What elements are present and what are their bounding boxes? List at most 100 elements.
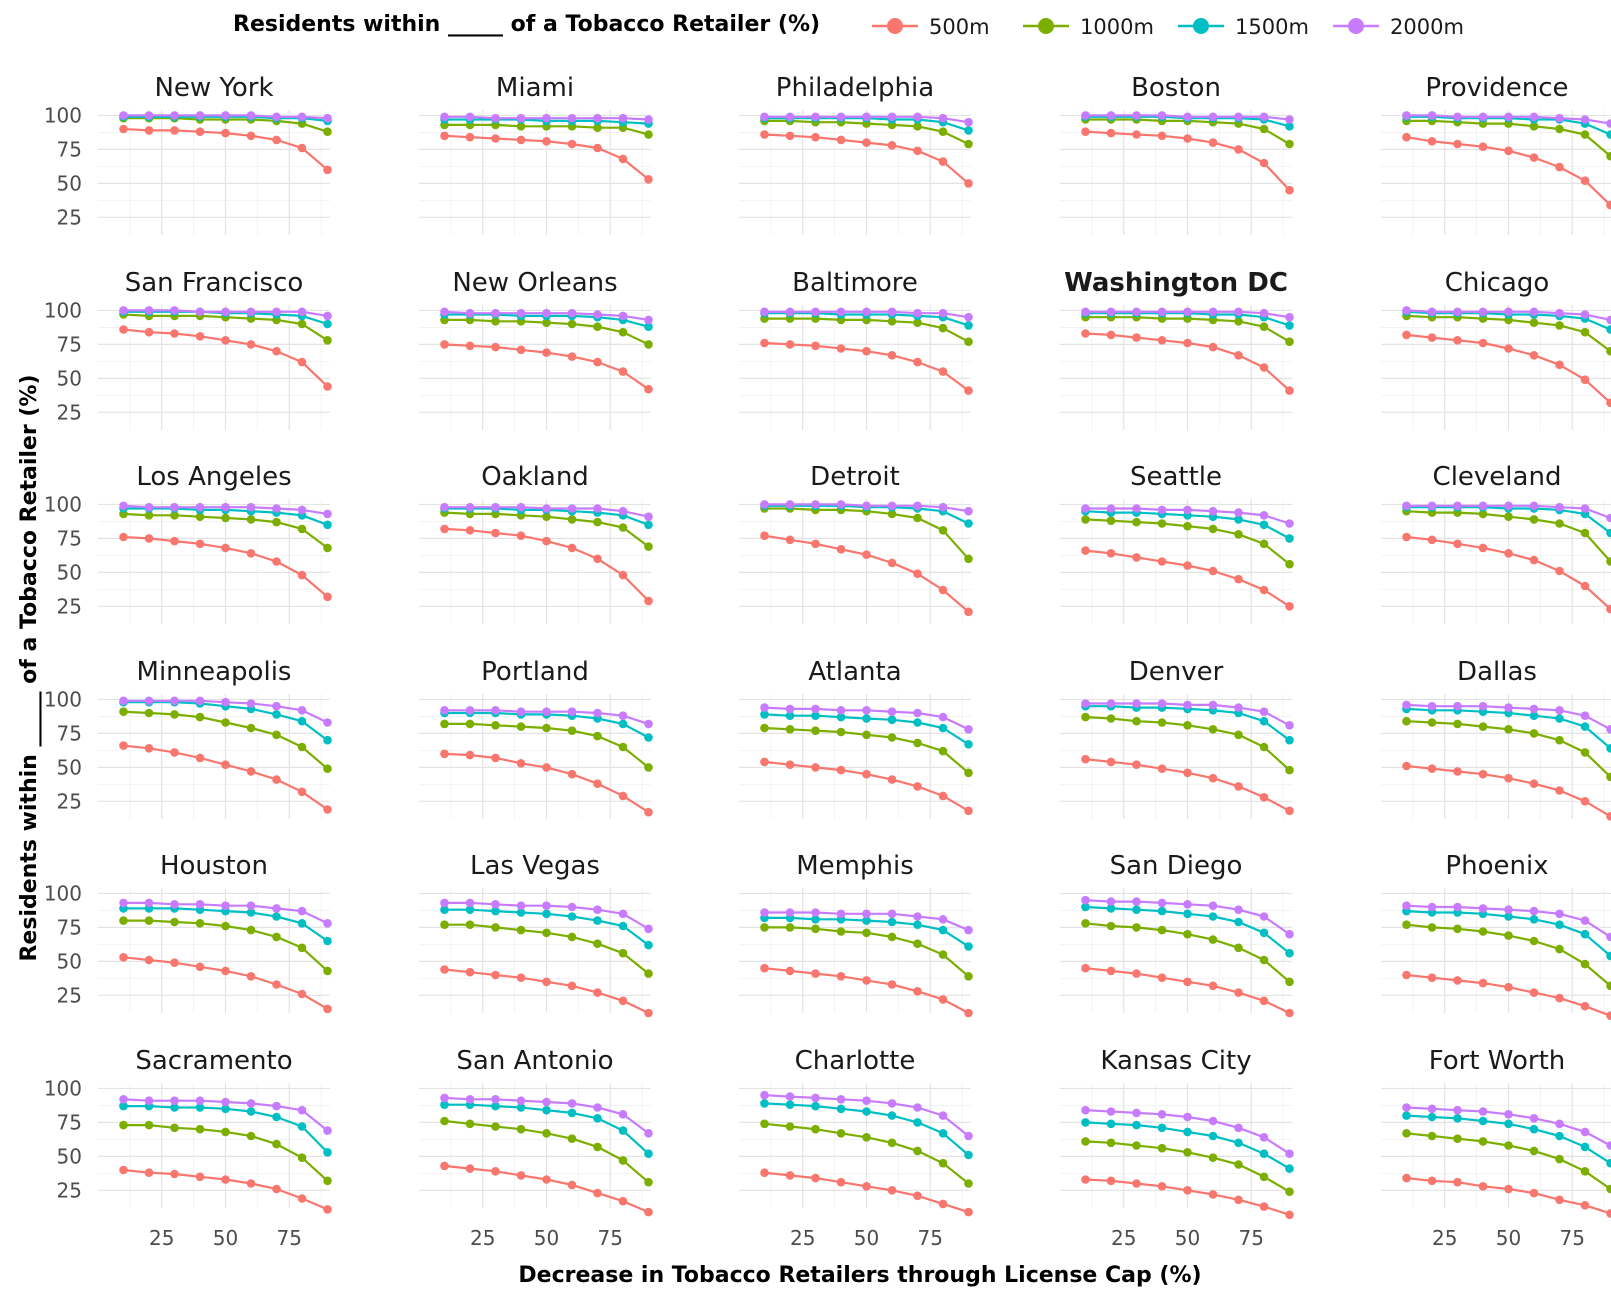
data-point [542, 901, 551, 910]
data-point [1580, 929, 1590, 939]
data-point [170, 536, 179, 546]
data-point [785, 725, 795, 734]
data-point [1234, 917, 1243, 927]
data-point [542, 1175, 551, 1184]
data-point [938, 526, 948, 535]
panel-title: Chicago [1445, 268, 1550, 298]
data-point [1259, 520, 1269, 530]
y-tick-label: 25 [57, 789, 82, 813]
data-point [1183, 1127, 1192, 1137]
series-2000m [440, 706, 653, 729]
y-tick-label: 25 [57, 1178, 82, 1202]
data-point [1208, 912, 1218, 921]
data-point [938, 1129, 948, 1138]
panel-philadelphia: Philadelphia [739, 73, 973, 235]
data-point [1478, 142, 1488, 151]
data-point [1555, 735, 1564, 745]
series-500m [440, 749, 653, 817]
panel-houston: Houston 25 50 75 100 [44, 851, 332, 1014]
panel-baltimore: Baltimore [739, 268, 973, 430]
data-point [1106, 1119, 1116, 1129]
series-1000m [760, 1119, 973, 1188]
data-point [618, 367, 628, 376]
data-point [593, 939, 602, 948]
series-1000m [119, 1120, 332, 1186]
data-point [644, 1149, 653, 1158]
y-tick-label: 75 [57, 526, 82, 550]
data-point [862, 1107, 871, 1116]
data-point [491, 906, 500, 916]
data-point [618, 791, 628, 801]
data-point [1081, 1137, 1090, 1146]
series-1500m [440, 905, 653, 950]
data-point [144, 502, 154, 512]
panel-title: Fort Worth [1429, 1046, 1566, 1076]
data-point [1504, 549, 1513, 558]
data-point [1478, 701, 1488, 711]
panel-seattle: Seattle [1060, 462, 1294, 624]
data-point [1427, 764, 1437, 773]
data-point [440, 1161, 449, 1171]
data-point [1081, 111, 1090, 120]
data-point [1555, 706, 1564, 715]
data-point [144, 126, 154, 135]
data-point [618, 570, 628, 580]
data-point [1234, 112, 1243, 122]
data-point [465, 132, 475, 142]
legend: Residents within _____ of a Tobacco Reta… [233, 12, 1464, 39]
data-point [1427, 902, 1437, 912]
data-point [1259, 124, 1269, 134]
data-point [964, 607, 973, 617]
data-point [1402, 132, 1411, 142]
data-point [593, 322, 602, 332]
x-tick-label: 25 [470, 1226, 495, 1250]
data-point [246, 1107, 256, 1116]
y-tick-label: 50 [57, 560, 82, 584]
data-point [593, 708, 602, 718]
panel-title: Los Angeles [136, 462, 291, 492]
data-point [1427, 1131, 1437, 1141]
series-500m [1081, 963, 1294, 1018]
series-2000m [119, 696, 332, 727]
data-point [887, 112, 897, 122]
data-point [1081, 895, 1090, 905]
series-1000m [760, 723, 973, 778]
series-500m [119, 953, 332, 1014]
data-point [1427, 973, 1437, 982]
series-1000m [440, 1116, 653, 1187]
data-point [246, 307, 256, 317]
series-1000m [1402, 920, 1611, 991]
data-point [1106, 699, 1116, 708]
data-point [760, 757, 769, 767]
data-point [144, 1096, 154, 1105]
y-tick-label: 50 [57, 949, 82, 973]
data-point [760, 1119, 769, 1129]
data-point [1504, 1141, 1513, 1150]
legend-key [1348, 18, 1364, 34]
panel-title: Miami [496, 73, 574, 103]
panel-denver: Denver [1060, 657, 1294, 819]
data-point [618, 711, 628, 720]
data-point [785, 711, 795, 720]
data-point [913, 513, 922, 523]
data-point [221, 1104, 230, 1114]
data-point [144, 511, 154, 520]
data-point [1529, 936, 1539, 946]
data-point [516, 113, 526, 123]
panel-grid-lines [1381, 499, 1611, 624]
data-point [1402, 1173, 1411, 1183]
y-tick-label: 25 [57, 983, 82, 1007]
data-point [887, 141, 897, 150]
data-point [491, 1122, 500, 1131]
data-point [1234, 988, 1243, 997]
data-point [1208, 1190, 1218, 1199]
data-point [964, 925, 973, 935]
data-point [811, 539, 820, 549]
data-point [272, 701, 281, 711]
legend-item-1500m: 1500m [1178, 15, 1309, 39]
data-point [1555, 1154, 1564, 1164]
data-point [785, 340, 795, 349]
series-1000m [440, 920, 653, 978]
data-point [1427, 307, 1437, 317]
data-point [246, 925, 256, 935]
